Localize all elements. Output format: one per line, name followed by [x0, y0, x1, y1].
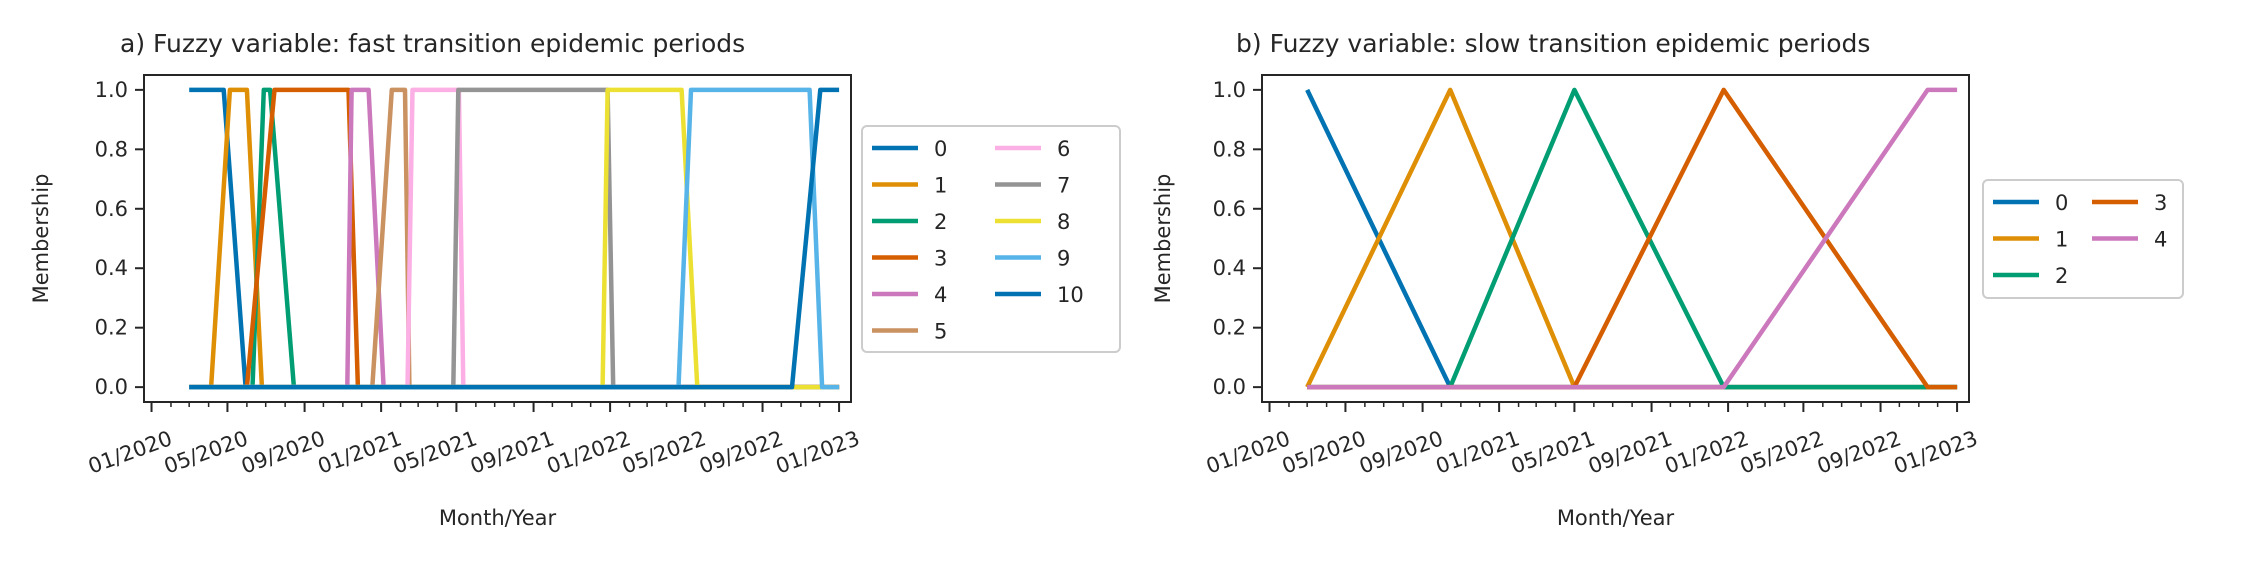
chart-a-series-6 [189, 87, 840, 390]
chart-b-series-4 [1307, 87, 1958, 390]
chart-a-x-tick-label: 09/2022 [696, 426, 786, 478]
chart-a-x-tick-label: 01/2021 [315, 426, 405, 478]
chart-a-legend-label-6: 6 [1057, 137, 1070, 161]
chart-a-series-10 [189, 87, 840, 390]
chart-a-y-tick-label: 0.6 [95, 197, 128, 221]
chart-a-x-axis-label: Month/Year [439, 506, 557, 530]
chart-a-legend-label-2: 2 [934, 210, 947, 234]
chart-b-y-tick-label: 0.2 [1213, 316, 1246, 340]
chart-a-y-axis-label: Membership [29, 174, 53, 304]
chart-a-title: a) Fuzzy variable: fast transition epide… [120, 29, 745, 58]
chart-b-y-tick-label: 0.6 [1213, 197, 1246, 221]
chart-a-legend-label-4: 4 [934, 283, 947, 307]
chart-a-series-4 [189, 87, 840, 390]
chart-a-series-8 [189, 87, 840, 390]
chart-b-series-1 [1305, 87, 1958, 390]
chart-slow-transition: b) Fuzzy variable: slow transition epide… [1151, 29, 2184, 530]
chart-b-y-tick-label: 0.4 [1213, 256, 1246, 280]
chart-b-legend-box [1982, 179, 2184, 299]
chart-fast-transition: a) Fuzzy variable: fast transition epide… [29, 29, 1121, 530]
chart-b-y-tick-label: 0.0 [1213, 375, 1246, 399]
chart-a-series-0 [189, 87, 840, 390]
chart-a-x-tick-label: 05/2022 [619, 426, 709, 478]
chart-a-x-tick-label: 05/2021 [390, 426, 480, 478]
chart-b-series-2 [1307, 87, 1958, 390]
chart-b-x-tick-label: 09/2022 [1814, 426, 1904, 478]
chart-b-x-tick-label: 01/2022 [1662, 426, 1752, 478]
chart-a-series-7 [189, 87, 840, 390]
chart-a-series-2 [189, 87, 840, 390]
chart-a-legend-label-1: 1 [934, 174, 947, 198]
chart-a-legend-label-0: 0 [934, 137, 947, 161]
chart-b-legend: 0 1 2 3 4 [1982, 179, 2184, 299]
chart-b-title: b) Fuzzy variable: slow transition epide… [1236, 29, 1870, 58]
chart-b-x-tick-label: 01/2021 [1433, 426, 1523, 478]
chart-a-legend-label-3: 3 [934, 247, 947, 271]
chart-a-series-1 [189, 87, 840, 390]
chart-a-axes-frame [143, 74, 852, 403]
chart-a-x-tick-label: 01/2023 [773, 426, 863, 478]
chart-b-x-tick-label: 05/2022 [1737, 426, 1827, 478]
chart-a-y-tick-label: 1.0 [95, 78, 128, 102]
chart-a-legend-label-10: 10 [1057, 283, 1084, 307]
chart-b-series-3 [1307, 87, 1958, 390]
chart-b-legend-label-4: 4 [2154, 228, 2167, 252]
chart-a-legend-label-8: 8 [1057, 210, 1070, 234]
chart-b-x-tick-label: 05/2020 [1279, 426, 1369, 478]
chart-a-series-3 [189, 87, 840, 390]
chart-b-series-0 [1305, 88, 1958, 390]
chart-b-y-tick-label: 0.8 [1213, 137, 1246, 161]
chart-a-y-tick-label: 0.8 [95, 137, 128, 161]
chart-b-y-tick-label: 1.0 [1213, 78, 1246, 102]
chart-a-legend-box [861, 125, 1121, 353]
chart-a-x-tick-label: 05/2020 [161, 426, 251, 478]
chart-b-y-axis-label: Membership [1151, 174, 1175, 304]
chart-b-x-tick-label: 01/2023 [1891, 426, 1981, 478]
chart-b-axes-frame [1261, 74, 1970, 403]
chart-a-series-9 [189, 87, 840, 390]
chart-b-x-tick-label: 09/2020 [1356, 426, 1446, 478]
chart-a-legend-label-9: 9 [1057, 247, 1070, 271]
chart-b-x-tick-label: 01/2020 [1203, 426, 1293, 478]
chart-a-x-tick-label: 09/2020 [238, 426, 328, 478]
chart-b-plot-area [1305, 87, 1958, 390]
chart-b-x-axis-label: Month/Year [1557, 506, 1675, 530]
chart-a-y-tick-label: 0.0 [95, 375, 128, 399]
chart-a-x-tick-label: 09/2021 [467, 426, 557, 478]
chart-a-x-tick-label: 01/2022 [544, 426, 634, 478]
chart-b-legend-label-2: 2 [2055, 264, 2068, 288]
chart-a-x-tick-label: 01/2020 [85, 426, 175, 478]
chart-b-legend-label-1: 1 [2055, 228, 2068, 252]
chart-a-y-tick-label: 0.2 [95, 316, 128, 340]
chart-a-legend-label-5: 5 [934, 320, 947, 344]
chart-b-x-tick-label: 05/2021 [1508, 426, 1598, 478]
chart-b-legend-label-3: 3 [2154, 191, 2167, 215]
chart-a-y-tick-label: 0.4 [95, 256, 128, 280]
chart-a-plot-area [189, 87, 840, 390]
chart-b-legend-label-0: 0 [2055, 191, 2068, 215]
chart-b-x-tick-label: 09/2021 [1585, 426, 1675, 478]
chart-a-series-5 [189, 87, 840, 390]
chart-a-legend: 0 1 2 3 4 5 6 7 8 9 10 [861, 125, 1121, 353]
chart-a-legend-label-7: 7 [1057, 174, 1070, 198]
